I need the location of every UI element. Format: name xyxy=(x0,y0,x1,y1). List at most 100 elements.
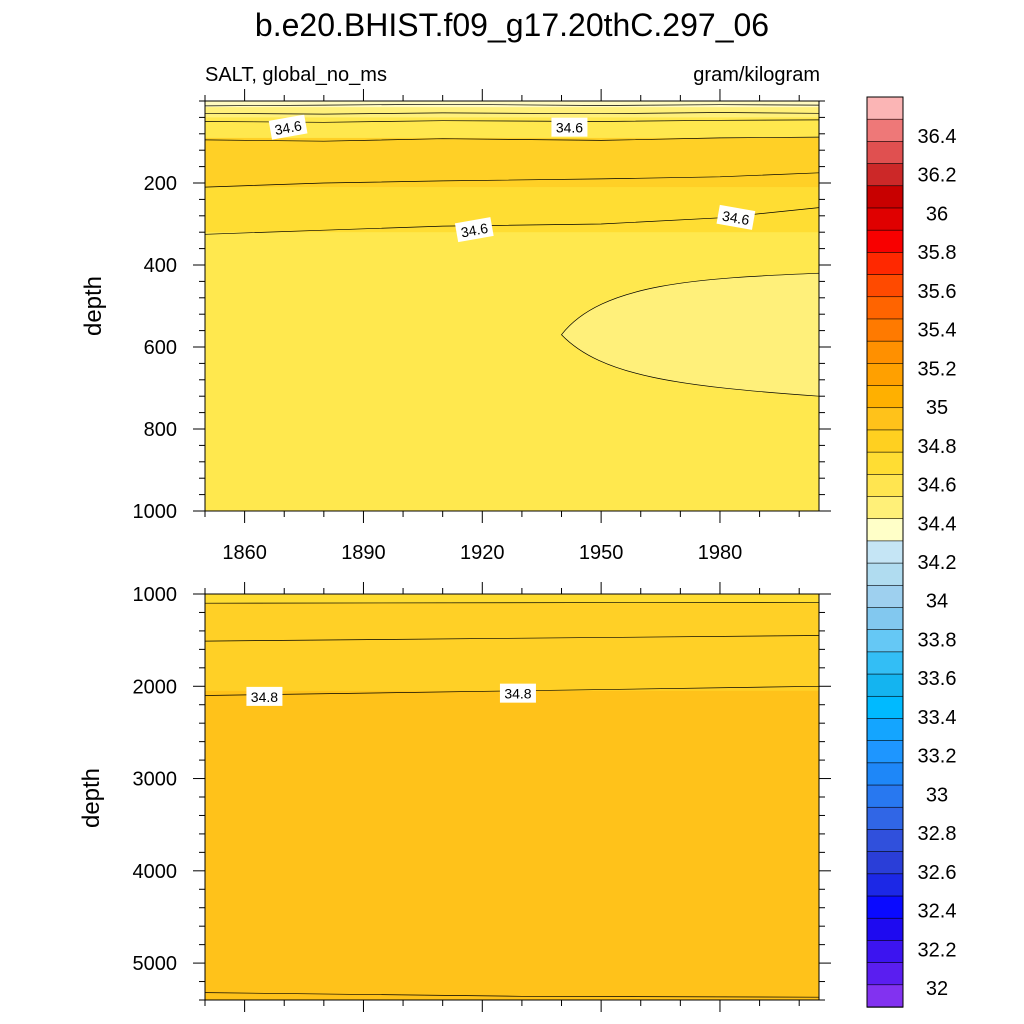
x-tick-label: 1980 xyxy=(698,542,743,564)
colorbar-segment xyxy=(866,340,904,365)
units-label: gram/kilogram xyxy=(693,64,820,86)
colorbar-segment xyxy=(866,940,904,964)
contour-line xyxy=(205,112,819,115)
y-tick-label: 5000 xyxy=(133,953,178,975)
colorbar-label: 34.4 xyxy=(918,513,957,535)
colorbar-segment xyxy=(866,185,904,209)
chart-title: b.e20.BHIST.f09_g17.20thC.297_06 xyxy=(255,7,769,43)
contour-fill-band xyxy=(205,117,819,139)
contour-line xyxy=(205,136,819,142)
x-tick-label: 1890 xyxy=(341,542,386,564)
colorbar-label: 32.6 xyxy=(918,862,957,884)
colorbar-segment xyxy=(866,141,904,165)
y-tick-label: 2000 xyxy=(133,676,178,698)
colorbar-segment xyxy=(866,695,904,720)
fresh-tongue-region xyxy=(561,272,819,397)
colorbar-segment xyxy=(866,673,904,697)
contour-label: 34.6 xyxy=(454,217,494,243)
colorbar-segment xyxy=(866,540,904,564)
colorbar-segment xyxy=(866,163,904,187)
colorbar-label: 33.6 xyxy=(918,668,957,690)
colorbar-label: 34.8 xyxy=(918,436,957,458)
x-tick-label: 1920 xyxy=(460,542,505,564)
contour-label-box xyxy=(716,204,756,230)
colorbar-segment xyxy=(866,607,904,631)
colorbar-segment xyxy=(866,917,904,942)
y-tick-label: 200 xyxy=(144,173,177,195)
contour-label-box xyxy=(268,114,308,140)
colorbar-segment xyxy=(866,207,904,231)
colorbar-segment xyxy=(866,474,904,498)
colorbar-segment xyxy=(866,895,904,919)
y-tick-label: 800 xyxy=(144,419,177,441)
contour-label-text: 34.6 xyxy=(460,220,490,241)
contour-label: 34.8 xyxy=(246,686,283,706)
colorbar-segment xyxy=(866,274,904,298)
upper-fill-layer xyxy=(205,101,819,511)
contour-fill-band xyxy=(205,137,819,188)
colorbar-segment xyxy=(866,829,904,853)
contour-fill-band xyxy=(205,690,819,1000)
colorbar-label: 35 xyxy=(926,397,948,419)
colorbar-label: 35.4 xyxy=(918,320,957,342)
colorbar-segment xyxy=(866,806,904,831)
x-tick-label: 1950 xyxy=(579,542,624,564)
colorbar-segment xyxy=(866,740,904,764)
variable-label: SALT, global_no_ms xyxy=(205,64,387,86)
contour-fill-band xyxy=(205,603,819,692)
contour-label: 34.6 xyxy=(551,117,588,137)
lower-y-axis-title: depth xyxy=(78,768,105,828)
contour-label-box xyxy=(454,217,494,243)
contour-fill-band xyxy=(205,101,819,108)
colorbar-label: 32 xyxy=(926,978,948,1000)
colorbar-label: 35.8 xyxy=(918,242,957,264)
colorbar-segment xyxy=(866,784,904,808)
colorbar-label: 33.2 xyxy=(918,746,957,768)
colorbar-segment xyxy=(866,962,904,986)
lower-contour-labels: 34.8 34.8 xyxy=(246,683,536,706)
colorbar-segment xyxy=(866,518,904,542)
x-tick-label: 1860 xyxy=(222,542,267,564)
upper-plot-frame xyxy=(204,100,820,512)
contour-label-box xyxy=(551,117,588,137)
colorbar-label: 33.8 xyxy=(918,629,957,651)
contour-label-text: 34.6 xyxy=(273,117,303,138)
contour-label-text: 34.8 xyxy=(504,686,531,702)
colorbar-segment xyxy=(866,118,904,143)
colorbar-label: 32.2 xyxy=(918,939,957,961)
y-tick-label: 4000 xyxy=(133,861,178,883)
colorbar-label: 36 xyxy=(926,203,948,225)
contour-line xyxy=(205,635,819,642)
colorbar-label: 34 xyxy=(926,591,948,613)
colorbar-segment xyxy=(866,984,904,1008)
colorbar-segment xyxy=(866,851,904,875)
colorbar-label: 32.8 xyxy=(918,823,957,845)
lower-fill-layer xyxy=(205,594,819,1000)
colorbar-segment xyxy=(866,429,904,453)
contour-line xyxy=(205,172,819,188)
colorbar-frame xyxy=(866,96,904,1008)
colorbar-segment xyxy=(866,496,904,520)
colorbar-segment xyxy=(866,762,904,786)
upper-axis-ticks: 200 400 600 800 1000 1860 1890 1920 1950 1980 xyxy=(133,89,831,564)
colorbar-label: 36.4 xyxy=(918,126,957,148)
colorbar-segment xyxy=(866,385,904,409)
colorbar-label: 34.2 xyxy=(918,552,957,574)
colorbar-segment xyxy=(866,629,904,653)
y-tick-label: 1000 xyxy=(133,584,178,606)
upper-panel: SALT, global_no_ms gram/kilogram depth 3… xyxy=(80,64,831,564)
lower-panel: depth 34.8 34.8 1000 2000 3000 4000 5000 xyxy=(78,582,831,1012)
contour-fill-band xyxy=(205,594,819,604)
upper-y-axis-title: depth xyxy=(80,276,107,336)
colorbar-segment xyxy=(866,296,904,320)
colorbar-segment xyxy=(866,407,904,431)
upper-contour-lines xyxy=(205,103,819,235)
colorbar-label: 34.6 xyxy=(918,475,957,497)
lower-axis-ticks: 1000 2000 3000 4000 5000 xyxy=(133,582,831,1012)
contour-label: 34.8 xyxy=(499,683,536,703)
contour-label-text: 34.6 xyxy=(721,208,751,229)
colorbar-label: 33.4 xyxy=(918,707,957,729)
contour-label: 34.6 xyxy=(268,114,308,140)
contour-line xyxy=(205,601,819,604)
